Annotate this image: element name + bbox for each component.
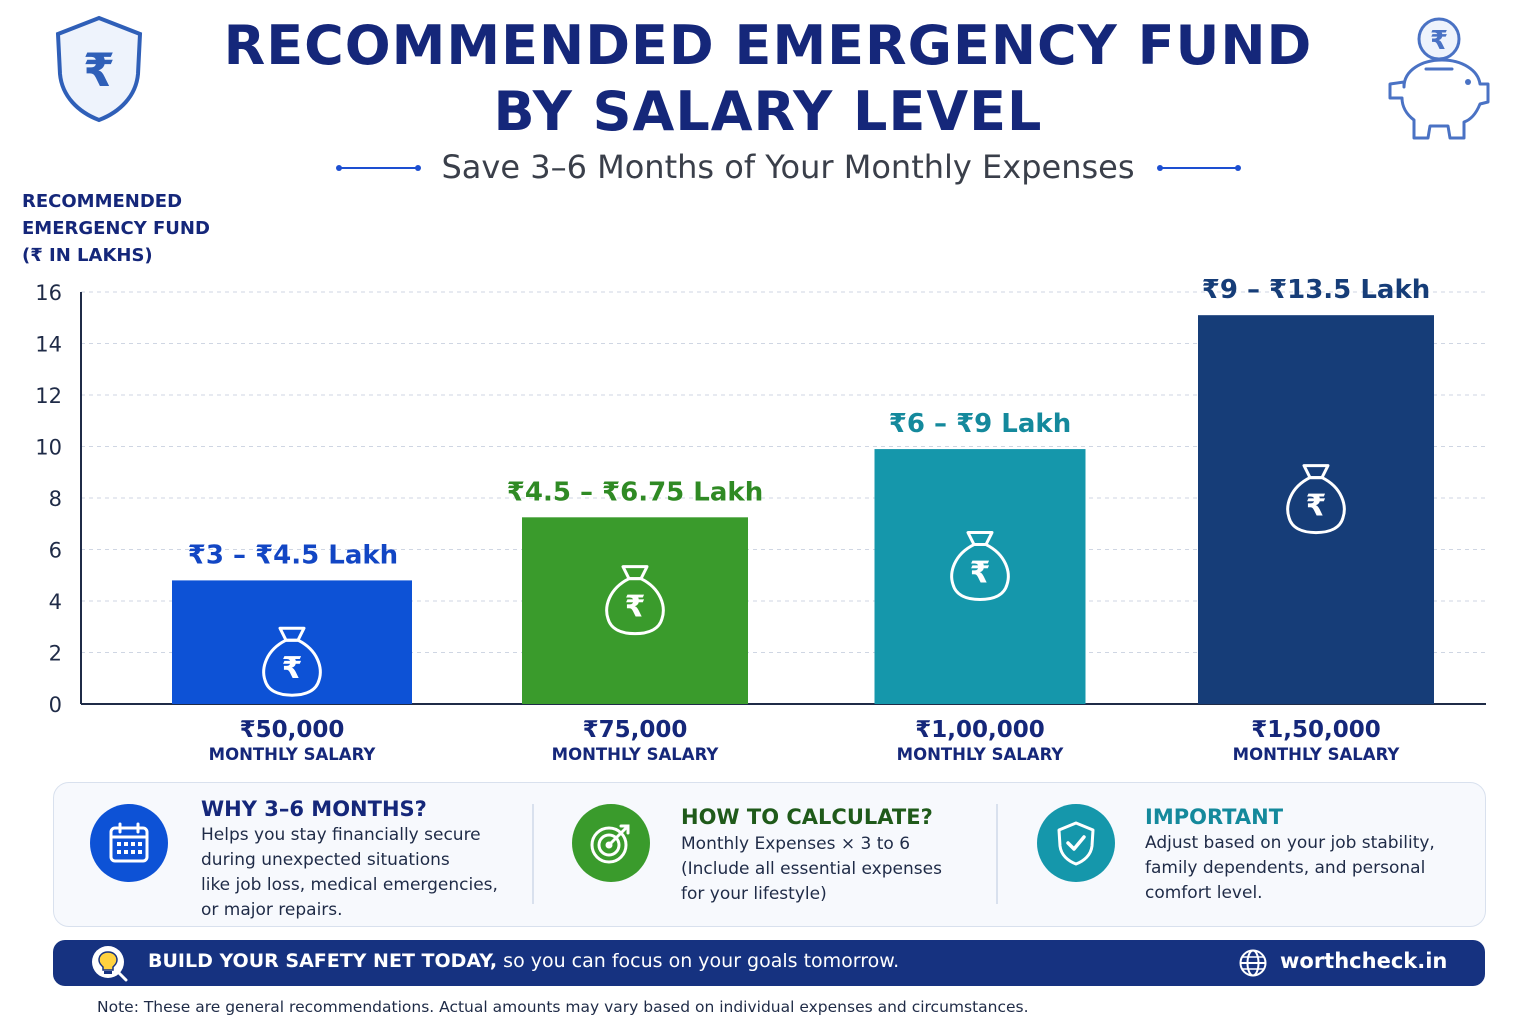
money-bag-rupee-symbol: ₹ bbox=[282, 651, 303, 686]
info-important-line-2: family dependents, and personal bbox=[1145, 858, 1426, 878]
info-important-line-1: Adjust based on your job stability, bbox=[1145, 833, 1435, 853]
x-category-sublabel: MONTHLY SALARY bbox=[1233, 745, 1401, 764]
y-tick-label: 12 bbox=[35, 384, 62, 408]
y-axis-label-line-1: RECOMMENDED bbox=[22, 191, 183, 212]
info-why-line-2: during unexpected situations bbox=[201, 850, 450, 870]
info-why-line-1: Helps you stay financially secure bbox=[201, 825, 481, 845]
bar-value-label: ₹4.5 – ₹6.75 Lakh bbox=[507, 477, 763, 507]
info-why-line-4: or major repairs. bbox=[201, 900, 343, 920]
chart-subtitle: Save 3–6 Months of Your Monthly Expenses bbox=[441, 148, 1135, 186]
info-text-why: Helps you stay financially secure during… bbox=[201, 823, 498, 923]
cta-text-bold: BUILD YOUR SAFETY NET TODAY, bbox=[148, 950, 498, 972]
info-title-important: IMPORTANT bbox=[1145, 805, 1284, 829]
coin-rupee-symbol: ₹ bbox=[1430, 26, 1448, 56]
calendar-icon bbox=[109, 822, 149, 863]
money-bag-icon bbox=[605, 565, 665, 636]
y-tick-label: 10 bbox=[35, 436, 62, 460]
info-icon-circle-1 bbox=[90, 804, 168, 882]
money-bag-rupee-symbol: ₹ bbox=[1306, 489, 1327, 524]
bar bbox=[1198, 315, 1434, 704]
y-tick-label: 16 bbox=[35, 281, 62, 305]
info-divider-1 bbox=[532, 804, 534, 904]
info-how-line-3: for your lifestyle) bbox=[681, 884, 827, 904]
info-title-how: HOW TO CALCULATE? bbox=[681, 805, 933, 829]
bar bbox=[522, 517, 748, 704]
cta-text-rest: so you can focus on your goals tomorrow. bbox=[497, 950, 900, 972]
bar-value-label: ₹9 – ₹13.5 Lakh bbox=[1202, 275, 1431, 305]
rupee-shield-icon: ₹ bbox=[55, 15, 143, 123]
money-bag-rupee-symbol: ₹ bbox=[970, 556, 991, 591]
money-bag-rupee-symbol: ₹ bbox=[625, 590, 646, 625]
x-category-sublabel: MONTHLY SALARY bbox=[552, 745, 720, 764]
x-category-label: ₹50,000 bbox=[240, 717, 345, 743]
piggy-bank-icon: ₹ bbox=[1388, 17, 1490, 140]
chart-title-line-1: RECOMMENDED EMERGENCY FUND bbox=[223, 14, 1313, 77]
bar-value-label: ₹3 – ₹4.5 Lakh bbox=[188, 540, 398, 570]
y-tick-label: 6 bbox=[49, 539, 62, 563]
y-tick-label: 2 bbox=[49, 642, 62, 666]
footnote: Note: These are general recommendations.… bbox=[97, 998, 1029, 1016]
y-tick-label: 8 bbox=[49, 487, 62, 511]
money-bag-icon bbox=[262, 626, 322, 697]
info-icon-circle-3 bbox=[1037, 804, 1115, 882]
info-panel bbox=[53, 782, 1486, 927]
website-link[interactable]: worthcheck.in bbox=[1280, 949, 1448, 973]
x-category-label: ₹1,00,000 bbox=[915, 717, 1045, 743]
shield-rupee-symbol: ₹ bbox=[83, 43, 115, 97]
subtitle-decor-line-right bbox=[1160, 167, 1238, 169]
chart-title-line-2: BY SALARY LEVEL bbox=[493, 80, 1043, 143]
subtitle-decor-dot-left-end bbox=[415, 165, 421, 171]
info-title-why: WHY 3–6 MONTHS? bbox=[201, 797, 427, 821]
bar bbox=[874, 449, 1086, 704]
shield-check-icon bbox=[1057, 821, 1095, 866]
target-icon bbox=[590, 824, 630, 864]
y-tick-label: 14 bbox=[35, 333, 62, 357]
subtitle-decor-line-left bbox=[340, 167, 418, 169]
cta-text: BUILD YOUR SAFETY NET TODAY, so you can … bbox=[148, 950, 899, 972]
info-how-line-2: (Include all essential expenses bbox=[681, 859, 942, 879]
y-tick-label: 0 bbox=[49, 693, 62, 717]
x-category-sublabel: MONTHLY SALARY bbox=[209, 745, 377, 764]
info-important-line-3: comfort level. bbox=[1145, 883, 1263, 903]
info-why-line-3: like job loss, medical emergencies, bbox=[201, 875, 498, 895]
subtitle-decor-dot-right bbox=[1235, 165, 1241, 171]
lightbulb-icon bbox=[92, 946, 128, 982]
bar-value-label: ₹6 – ₹9 Lakh bbox=[889, 409, 1071, 439]
money-bag-icon bbox=[950, 531, 1010, 602]
info-text-how: Monthly Expenses × 3 to 6 (Include all e… bbox=[681, 832, 942, 907]
info-text-important: Adjust based on your job stability, fami… bbox=[1145, 831, 1435, 906]
info-how-line-1: Monthly Expenses × 3 to 6 bbox=[681, 834, 911, 854]
globe-icon bbox=[1239, 949, 1267, 977]
bar-chart: 0 2 4 6 8 10 12 14 16 ₹ ₹3 – ₹4.5 Lakh ₹50,000 MONTH… bbox=[35, 275, 1486, 764]
bar bbox=[172, 580, 412, 704]
info-divider-2 bbox=[996, 804, 998, 904]
x-category-label: ₹1,50,000 bbox=[1251, 717, 1381, 743]
y-axis-label-line-2: EMERGENCY FUND bbox=[22, 218, 210, 239]
y-axis-label-line-3: (₹ IN LAKHS) bbox=[22, 245, 153, 266]
y-axis-label: RECOMMENDED EMERGENCY FUND (₹ IN LAKHS) bbox=[22, 188, 210, 269]
money-bag-icon bbox=[1286, 464, 1346, 535]
x-category-sublabel: MONTHLY SALARY bbox=[897, 745, 1065, 764]
x-category-label: ₹75,000 bbox=[583, 717, 688, 743]
y-tick-label: 4 bbox=[49, 590, 62, 614]
subtitle-decor-dot-left bbox=[336, 165, 342, 171]
